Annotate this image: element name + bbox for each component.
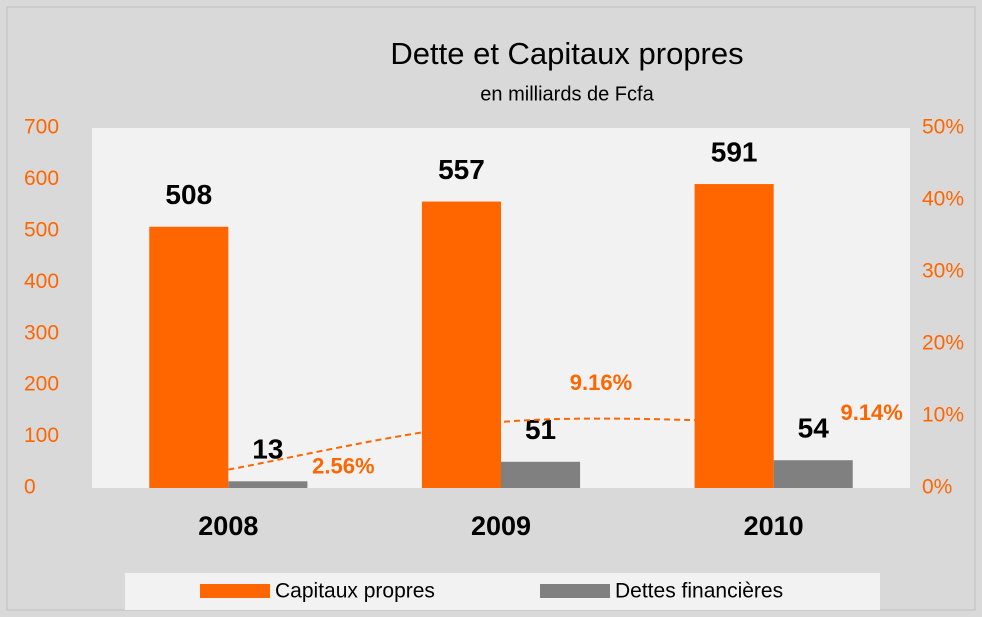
y2-tick-label: 10%	[922, 404, 964, 427]
line-data-label: 2.56%	[312, 453, 374, 478]
y2-tick-label: 30%	[922, 260, 964, 283]
bar	[149, 226, 229, 488]
bar	[421, 201, 501, 489]
y-tick-label: 700	[24, 116, 59, 139]
chart-subtitle: en milliards de Fcfa	[480, 83, 654, 105]
data-label: 51	[525, 414, 556, 445]
y-tick-label: 400	[24, 270, 59, 293]
y2-tick-label: 20%	[922, 332, 964, 355]
bar	[694, 184, 774, 489]
legend-swatch	[200, 584, 270, 598]
line-data-label: 9.16%	[570, 370, 632, 395]
y2-tick-label: 50%	[922, 116, 964, 139]
x-tick-label: 2008	[198, 511, 258, 541]
y-tick-label: 300	[24, 321, 59, 344]
y-tick-label: 600	[24, 167, 59, 190]
legend-label: Dettes financières	[615, 580, 783, 603]
data-label: 54	[798, 413, 830, 444]
data-label: 557	[438, 154, 485, 185]
line	[228, 417, 774, 471]
y-tick-label: 0	[24, 476, 36, 499]
bar	[773, 460, 853, 488]
y-tick-label: 100	[24, 424, 59, 447]
data-label: 591	[711, 136, 758, 167]
x-tick-label: 2009	[471, 511, 531, 541]
y2-tick-label: 0%	[922, 476, 952, 499]
bar	[501, 461, 581, 488]
y-tick-label: 200	[24, 373, 59, 396]
x-tick-label: 2010	[744, 511, 804, 541]
y2-tick-label: 40%	[922, 188, 964, 211]
data-label: 508	[165, 179, 212, 210]
line-data-label: 9.14%	[840, 400, 902, 425]
legend-swatch	[540, 584, 610, 598]
legend-label: Capitaux propres	[275, 580, 435, 603]
bar	[228, 481, 308, 488]
y-tick-label: 500	[24, 218, 59, 241]
chart-title: Dette et Capitaux propres	[390, 36, 743, 71]
